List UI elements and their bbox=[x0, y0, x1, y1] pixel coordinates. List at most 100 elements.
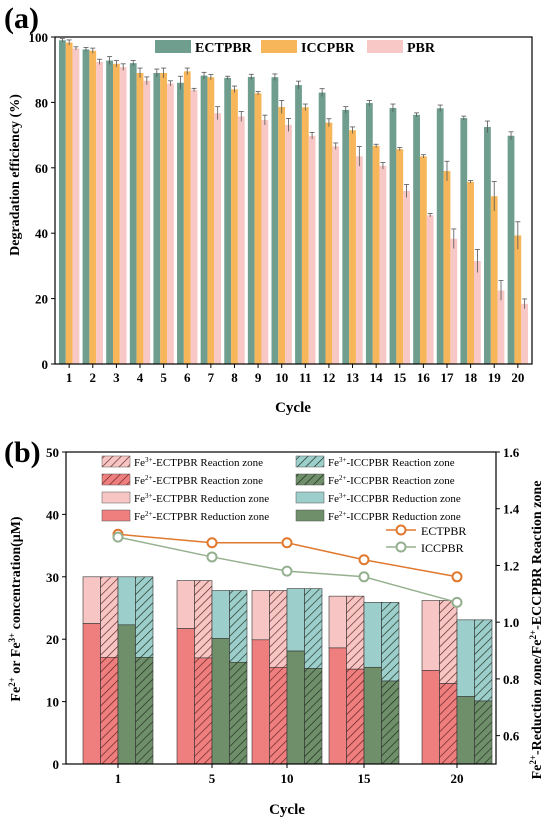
left-y-tick-label: 50 bbox=[46, 445, 59, 460]
bar-fe3-iccpbr-reduction-cycle-1 bbox=[117, 576, 136, 626]
bar-pbr-cycle-14 bbox=[379, 165, 387, 364]
bar-iccpbr-cycle-14 bbox=[372, 145, 380, 364]
panel-label-b: (b) bbox=[4, 436, 41, 469]
bar-ectpbr-cycle-8 bbox=[224, 77, 232, 364]
left-y-tick-label: 40 bbox=[46, 507, 59, 522]
x-tick-label: 4 bbox=[137, 370, 144, 385]
bar-fe3-ectpbr-reduction-cycle-1 bbox=[82, 576, 101, 624]
ratio-point-ectpbr-cycle-10 bbox=[281, 537, 293, 549]
bar-fe3-ectpbr-reaction-cycle-1 bbox=[100, 576, 119, 658]
bar-pbr-cycle-16 bbox=[426, 215, 434, 364]
x-tick-label: 16 bbox=[417, 370, 431, 385]
legend-label-fe2_icc_red: Fe2+-ICCPBR Reduction zone bbox=[328, 510, 461, 523]
bar-ectpbr-cycle-4 bbox=[129, 63, 137, 364]
bar-fe3-iccpbr-reduction-cycle-15 bbox=[363, 602, 382, 668]
chart-a-bars bbox=[58, 38, 529, 365]
bar-pbr-cycle-12 bbox=[332, 146, 340, 364]
bar-iccpbr-cycle-5 bbox=[160, 72, 168, 364]
bar-fe2-iccpbr-reduction-cycle-15 bbox=[363, 666, 382, 765]
bar-iccpbr-cycle-10 bbox=[278, 106, 286, 364]
bar-fe2-ectpbr-reduction-cycle-1 bbox=[82, 623, 101, 765]
bar-fe2-ectpbr-reduction-cycle-10 bbox=[251, 639, 270, 765]
bar-ectpbr-cycle-7 bbox=[200, 75, 208, 364]
bar-ectpbr-cycle-13 bbox=[342, 109, 350, 365]
bar-fe2-ectpbr-reduction-cycle-20 bbox=[421, 670, 440, 765]
bar-fe2-iccpbr-reduction-cycle-5 bbox=[211, 638, 230, 765]
legend-swatch-fe2_ect_reac bbox=[101, 473, 131, 486]
bar-fe2-ectpbr-reaction-cycle-15 bbox=[346, 668, 365, 765]
x-tick-label: 12 bbox=[322, 370, 335, 385]
bar-pbr-cycle-18 bbox=[474, 260, 481, 364]
chart-a-y-axis-label: Degradation efficiency (%) bbox=[8, 94, 23, 256]
bar-pbr-cycle-17 bbox=[450, 238, 458, 364]
bar-ectpbr-cycle-20 bbox=[507, 135, 515, 364]
bar-iccpbr-cycle-12 bbox=[325, 122, 333, 364]
bar-iccpbr-cycle-8 bbox=[231, 89, 238, 364]
bar-ectpbr-cycle-17 bbox=[436, 108, 444, 364]
y-tick-label: 0 bbox=[42, 357, 49, 372]
bar-ectpbr-cycle-11 bbox=[295, 85, 302, 364]
bar-iccpbr-cycle-15 bbox=[396, 149, 404, 364]
bar-fe3-ectpbr-reduction-cycle-5 bbox=[176, 580, 195, 629]
x-tick-label: 20 bbox=[451, 771, 464, 786]
bar-fe2-ectpbr-reaction-cycle-10 bbox=[269, 666, 288, 765]
legend-swatch-pbr bbox=[367, 40, 403, 53]
legend-label-ratio-iccpbr: ICCPBR bbox=[421, 541, 464, 555]
chart-b-right-y-axis-label: Fe2+-Reduction zone/Fe2+-ECCPBR Reaction… bbox=[528, 481, 545, 780]
bar-fe3-iccpbr-reduction-cycle-5 bbox=[211, 590, 230, 639]
bar-fe3-iccpbr-reduction-cycle-10 bbox=[286, 588, 305, 652]
bar-pbr-cycle-13 bbox=[355, 156, 363, 364]
x-tick-label: 10 bbox=[275, 370, 288, 385]
legend-label-fe2_ect_reac: Fe2+-ECTPBR Reaction zone bbox=[134, 474, 263, 487]
legend-label-fe2_icc_reac: Fe2+-ICCPBR Reaction zone bbox=[328, 474, 455, 487]
x-tick-label: 17 bbox=[440, 370, 454, 385]
bar-ectpbr-cycle-14 bbox=[365, 103, 373, 364]
chart-b-bars bbox=[82, 576, 493, 765]
chart-b-legend: Fe3+-ECTPBR Reaction zone Fe3+-ICCPBR Rea… bbox=[101, 455, 466, 555]
legend-label-fe3_icc_reac: Fe3+-ICCPBR Reaction zone bbox=[328, 456, 455, 469]
bar-iccpbr-cycle-3 bbox=[112, 63, 120, 365]
bar-iccpbr-cycle-13 bbox=[349, 130, 356, 364]
legend-label-ectpbr: ECTPBR bbox=[195, 41, 253, 56]
bar-iccpbr-cycle-17 bbox=[443, 171, 451, 364]
legend-label-fe2_ect_red: Fe2+-ECTPBR Reduction zone bbox=[134, 510, 269, 523]
bar-fe3-iccpbr-reaction-cycle-5 bbox=[229, 590, 248, 663]
legend-swatch-iccpbr bbox=[261, 40, 297, 53]
bar-fe3-iccpbr-reaction-cycle-10 bbox=[304, 588, 323, 669]
bar-fe3-ectpbr-reduction-cycle-10 bbox=[251, 590, 270, 641]
ratio-point-iccpbr-cycle-10 bbox=[281, 565, 293, 577]
legend-label-fe3_icc_red: Fe3+-ICCPBR Reduction zone bbox=[328, 492, 461, 505]
x-tick-label: 5 bbox=[160, 370, 167, 385]
bar-fe2-ectpbr-reaction-cycle-1 bbox=[100, 656, 119, 765]
bar-fe3-iccpbr-reduction-cycle-20 bbox=[456, 619, 475, 697]
bar-fe3-ectpbr-reduction-cycle-20 bbox=[421, 600, 440, 671]
y-tick-label: 100 bbox=[29, 30, 49, 45]
y-tick-label: 60 bbox=[35, 161, 48, 176]
bar-pbr-cycle-11 bbox=[308, 135, 316, 364]
x-tick-label: 8 bbox=[231, 370, 238, 385]
legend-swatch-fe3_ect_red bbox=[101, 491, 131, 504]
x-tick-label: 10 bbox=[281, 771, 294, 786]
bar-fe2-ectpbr-reduction-cycle-15 bbox=[328, 647, 347, 765]
legend-marker-ectpbr bbox=[395, 524, 407, 536]
bar-iccpbr-cycle-2 bbox=[89, 50, 97, 364]
bar-pbr-cycle-4 bbox=[143, 80, 151, 365]
right-y-tick-label: 1.0 bbox=[503, 615, 519, 630]
bar-fe3-ectpbr-reaction-cycle-20 bbox=[439, 600, 458, 684]
bar-fe3-ectpbr-reaction-cycle-15 bbox=[346, 595, 365, 670]
bar-pbr-cycle-3 bbox=[119, 67, 127, 365]
bar-fe2-iccpbr-reduction-cycle-20 bbox=[456, 696, 475, 765]
right-y-tick-label: 0.6 bbox=[503, 729, 520, 744]
bar-ectpbr-cycle-16 bbox=[413, 114, 420, 365]
legend-label-pbr: PBR bbox=[407, 41, 436, 56]
legend-swatch-fe3_icc_red bbox=[295, 491, 325, 504]
x-tick-label: 7 bbox=[208, 370, 215, 385]
x-tick-label: 1 bbox=[115, 771, 122, 786]
legend-swatch-fe2_icc_red bbox=[295, 509, 325, 522]
bar-fe3-iccpbr-reaction-cycle-1 bbox=[135, 576, 154, 658]
legend-label-iccpbr: ICCPBR bbox=[301, 41, 356, 56]
left-y-tick-label: 0 bbox=[53, 757, 60, 772]
bar-ectpbr-cycle-9 bbox=[247, 76, 255, 365]
bar-ectpbr-cycle-3 bbox=[106, 60, 113, 364]
